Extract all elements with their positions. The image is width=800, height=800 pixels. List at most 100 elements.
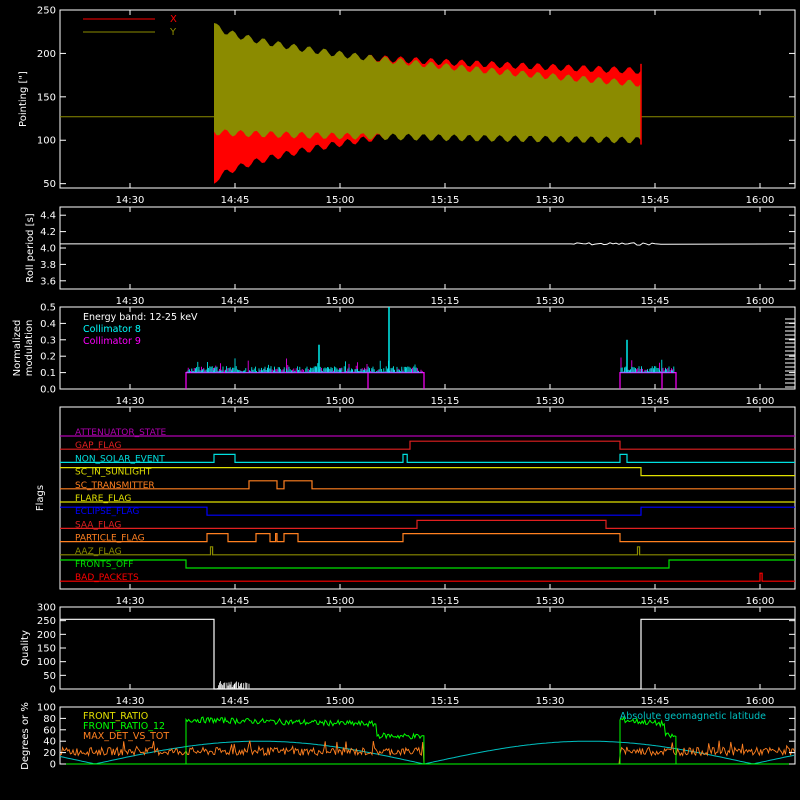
modulation-ylabel: Normalized modulation — [12, 320, 35, 377]
y-tick-label: 20 — [43, 748, 56, 759]
x-tick-label: 15:30 — [536, 596, 565, 607]
flag-label-fronts-off: FRONTS_OFF — [75, 560, 133, 570]
x-tick-label: 15:45 — [641, 195, 670, 206]
modulation-panel: Normalized modulation 0.0 0.1 0.2 0.3 0.4 0.5… — [12, 303, 796, 407]
y-tick-label: 0.4 — [40, 319, 56, 330]
front-ratio-12-line — [619, 715, 677, 765]
y-tick-label: 200 — [37, 630, 56, 641]
y-tick-label: 0.2 — [40, 352, 56, 363]
x-tick-label: 15:00 — [326, 195, 355, 206]
pointing-series-y — [214, 23, 641, 144]
front-ratio-12-line — [185, 716, 425, 765]
flag-trace-eclipse-flag — [60, 506, 795, 516]
x-tick-label: 14:30 — [116, 396, 145, 407]
flag-label-gap-flag: GAP_FLAG — [75, 441, 121, 451]
legend-front-ratio-12: FRONT_RATIO_12 — [83, 721, 165, 732]
y-tick-label: 200 — [37, 49, 56, 60]
y-tick-label: 0 — [50, 685, 56, 696]
x-tick-label: 16:00 — [746, 696, 775, 707]
x-tick-label: 14:45 — [221, 696, 250, 707]
x-tick-label: 14:30 — [116, 596, 145, 607]
quality-panel: Quality 0 50 100 150 200 250 300 14:30 14:45 15:… — [20, 603, 796, 707]
flag-trace-sc-transmitter — [60, 480, 795, 490]
x-tick-label: 15:00 — [326, 596, 355, 607]
y-tick-label: 0.5 — [40, 303, 56, 314]
y-tick-label: 4.4 — [40, 211, 56, 222]
flag-label-aaz-flag: AAZ_FLAG — [75, 547, 122, 557]
flag-trace-gap-flag — [60, 440, 795, 450]
y-tick-label: 4.0 — [40, 244, 56, 255]
x-tick-label: 15:15 — [431, 396, 460, 407]
legend-collimator-9: Collimator 9 — [83, 336, 141, 347]
flag-label-particle-flag: PARTICLE_FLAG — [75, 534, 145, 544]
x-tick-label: 14:30 — [116, 296, 145, 307]
y-tick-label: 0.3 — [40, 335, 56, 346]
x-tick-label: 15:45 — [641, 696, 670, 707]
x-tick-label: 15:45 — [641, 296, 670, 307]
x-tick-label: 15:15 — [431, 596, 460, 607]
y-tick-label: 250 — [37, 6, 56, 17]
pointing-panel: Pointing ["] 50 100 150 200 250 14:30 14:45 15… — [18, 6, 796, 206]
x-tick-label: 15:30 — [536, 396, 565, 407]
legend-collimator-8: Collimator 8 — [83, 324, 141, 335]
y-tick-label: 100 — [37, 657, 56, 668]
y-tick-label: 300 — [37, 603, 56, 614]
flag-label-sc-in-sunlight: SC_IN_SUNLIGHT — [75, 468, 152, 478]
legend-front-ratio: FRONT_RATIO — [83, 711, 148, 722]
x-tick-label: 16:00 — [746, 396, 775, 407]
x-tick-label: 14:45 — [221, 596, 250, 607]
flag-trace-bad-packets — [60, 572, 795, 582]
x-tick-label: 16:00 — [746, 296, 775, 307]
y-tick-label: 60 — [43, 725, 56, 736]
x-tick-label: 16:00 — [746, 596, 775, 607]
y-tick-label: 250 — [37, 616, 56, 627]
roll-period-panel: Roll period [s] 3.6 3.8 4.0 4.2 4.4 14:30 14:… — [25, 206, 796, 307]
flag-label-attenuator-state: ATTENUATOR_STATE — [75, 428, 167, 438]
y-tick-label: 0.0 — [40, 385, 56, 396]
x-tick-label: 15:00 — [326, 696, 355, 707]
y-tick-label: 0 — [50, 760, 56, 771]
flag-label-saa-flag: SAA_FLAG — [75, 520, 121, 530]
x-tick-label: 14:45 — [221, 195, 250, 206]
y-tick-label: 50 — [43, 179, 56, 190]
svg-text:modulation: modulation — [24, 320, 35, 377]
x-tick-label: 15:15 — [431, 296, 460, 307]
flags-panel: ATTENUATOR_STATE GAP_FLAG NON_SOLAR_EVENT S… — [35, 406, 796, 607]
y-tick-label: 150 — [37, 644, 56, 655]
pointing-ylabel: Pointing ["] — [18, 71, 29, 127]
collimator-9-envelope — [619, 372, 677, 389]
y-tick-label: 50 — [43, 671, 56, 682]
x-tick-label: 15:00 — [326, 296, 355, 307]
y-tick-label: 40 — [43, 737, 56, 748]
x-tick-label: 15:00 — [326, 396, 355, 407]
y-tick-label: 100 — [37, 703, 56, 714]
x-tick-label: 14:30 — [116, 195, 145, 206]
legend-x: X — [170, 14, 177, 25]
x-tick-label: 15:30 — [536, 195, 565, 206]
x-tick-label: 15:45 — [641, 596, 670, 607]
flag-label-non-solar-event: NON_SOLAR_EVENT — [75, 454, 165, 464]
roll-period-line — [60, 242, 796, 246]
x-tick-label: 15:15 — [431, 696, 460, 707]
x-tick-label: 15:30 — [536, 696, 565, 707]
svg-text:Normalized: Normalized — [12, 320, 23, 377]
x-tick-label: 15:30 — [536, 296, 565, 307]
y-tick-label: 0.1 — [40, 368, 56, 379]
quality-line — [60, 618, 795, 690]
legend-y: Y — [169, 27, 177, 38]
flag-trace-aaz-flag — [60, 546, 795, 556]
roll-period-ylabel: Roll period [s] — [25, 213, 36, 282]
flag-label-bad-packets: BAD_PACKETS — [75, 573, 139, 583]
collimator-8-noise — [186, 358, 423, 373]
flag-trace-sc-in-sunlight — [60, 467, 795, 477]
y-tick-label: 150 — [37, 92, 56, 103]
flag-label-sc-transmitter: SC_TRANSMITTER — [75, 481, 155, 491]
x-tick-label: 14:30 — [116, 696, 145, 707]
legend-max-det-vs-tot: MAX_DET_VS_TOT — [83, 731, 169, 742]
y-tick-label: 80 — [43, 714, 56, 725]
flag-label-flare-flag: FLARE_FLAG — [75, 494, 131, 504]
flag-trace-particle-flag — [60, 533, 795, 543]
legend-geomag-latitude: Absolute geomagnetic latitude — [620, 711, 766, 722]
flag-trace-non-solar-event — [60, 453, 795, 463]
